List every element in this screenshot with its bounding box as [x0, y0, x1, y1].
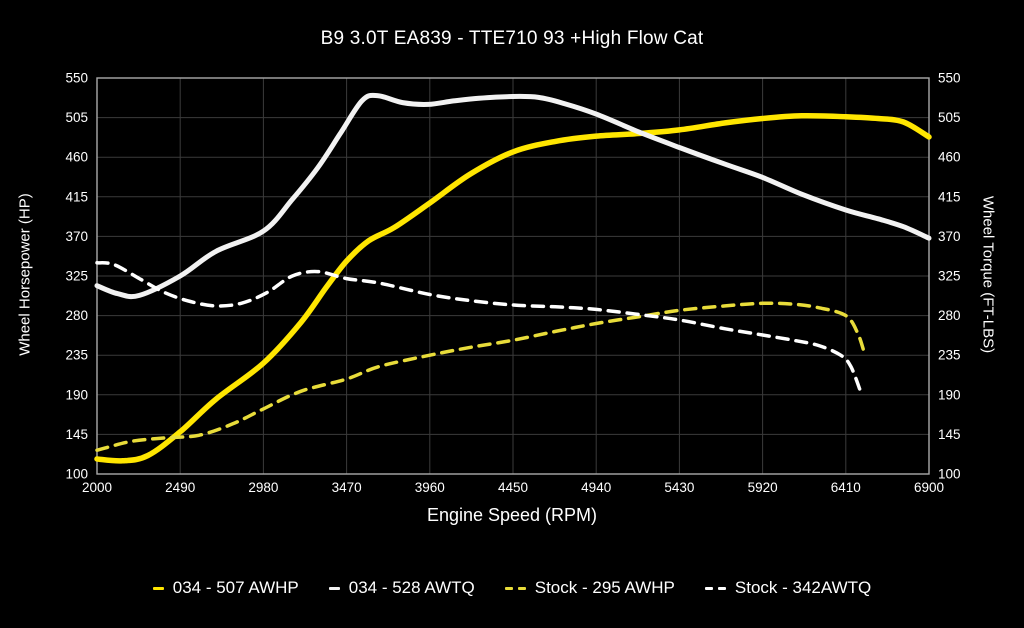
- legend: 034 - 507 AWHP 034 - 528 AWTQ Stock - 295 …: [0, 572, 1024, 604]
- x-tick: 3960: [415, 480, 445, 495]
- legend-label: Stock - 295 AWHP: [534, 578, 675, 597]
- y-tick-left: 190: [65, 387, 88, 402]
- y-tick-right: 505: [938, 110, 961, 125]
- legend-item-3: Stock - 342AWTQ: [704, 578, 872, 598]
- legend-marker-dashed-icon: [504, 586, 526, 590]
- y-tick-left: 370: [65, 229, 88, 244]
- legend-item-2: Stock - 295 AWHP: [504, 578, 675, 598]
- y-tick-right: 190: [938, 387, 961, 402]
- y-tick-left: 280: [65, 308, 88, 323]
- x-tick: 6900: [914, 480, 944, 495]
- x-tick: 2490: [165, 480, 195, 495]
- legend-label: 034 - 528 AWTQ: [348, 578, 475, 597]
- legend-item-0: 034 - 507 AWHP: [152, 578, 299, 598]
- legend-dash: [328, 586, 340, 590]
- legend-marker-solid-icon: [152, 586, 164, 590]
- legend-marker-dashed-icon: [704, 586, 726, 590]
- x-tick: 6410: [831, 480, 861, 495]
- series-curve-3: [95, 261, 863, 395]
- x-tick: 4940: [581, 480, 611, 495]
- legend-dash: [517, 586, 526, 590]
- y-tick-right: 460: [938, 150, 961, 165]
- plot-area: 100 100 145 145 190 190 235 235 280 280 325 325 370 3…: [65, 71, 961, 496]
- plot-border: [96, 77, 930, 475]
- x-tick: 2000: [82, 480, 112, 495]
- x-tick: 4450: [498, 480, 528, 495]
- y-tick-right: 415: [938, 189, 961, 204]
- y-tick-left: 145: [65, 427, 88, 442]
- legend-dash: [717, 586, 726, 590]
- x-tick: 5430: [664, 480, 694, 495]
- series-curve-0: [94, 112, 932, 464]
- y-tick-left: 235: [65, 348, 88, 363]
- y-tick-right: 235: [938, 348, 961, 363]
- y-tick-right: 325: [938, 269, 961, 284]
- series-curve-1: [94, 92, 932, 300]
- x-axis-label: Engine Speed (RPM): [426, 505, 598, 525]
- y-tick-right: 280: [938, 308, 961, 323]
- y-tick-left: 460: [65, 150, 88, 165]
- legend-label: 034 - 507 AWHP: [172, 578, 299, 597]
- legend-item-1: 034 - 528 AWTQ: [328, 578, 475, 598]
- series-curve-2: [95, 301, 867, 452]
- y-tick-right: 145: [938, 427, 961, 442]
- legend-dash: [504, 586, 513, 590]
- y-tick-left: 415: [65, 189, 88, 204]
- y-tick-right: 370: [938, 229, 961, 244]
- y-tick-left: 325: [65, 269, 88, 284]
- x-tick: 5920: [748, 480, 778, 495]
- legend-dash: [704, 586, 713, 590]
- legend-marker-solid-icon: [328, 586, 340, 590]
- y-tick-right: 550: [938, 71, 961, 86]
- chart-title: B9 3.0T EA839 - TTE710 93 +High Flow Cat: [320, 28, 704, 49]
- legend-label: Stock - 342AWTQ: [734, 578, 872, 597]
- y-tick-right: 100: [938, 467, 961, 482]
- x-tick: 2980: [248, 480, 278, 495]
- y-tick-left: 550: [65, 71, 88, 86]
- y-tick-left: 505: [65, 110, 88, 125]
- y-tick-left: 100: [65, 467, 88, 482]
- legend-dash: [152, 586, 164, 590]
- x-tick: 3470: [332, 480, 362, 495]
